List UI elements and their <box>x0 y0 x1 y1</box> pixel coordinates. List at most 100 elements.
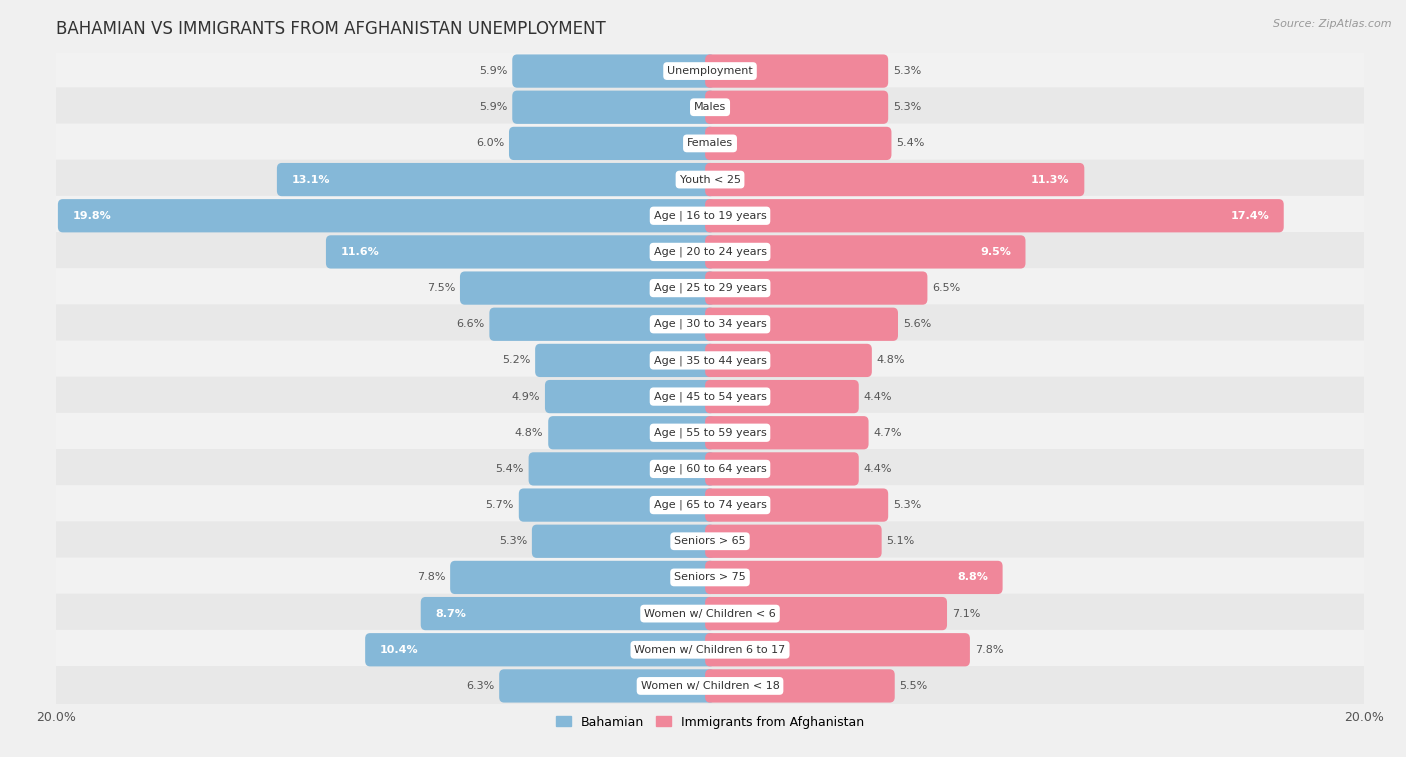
Text: 11.3%: 11.3% <box>1031 175 1070 185</box>
Text: 6.3%: 6.3% <box>465 681 495 691</box>
Text: 5.9%: 5.9% <box>479 102 508 112</box>
FancyBboxPatch shape <box>706 235 1025 269</box>
Text: 17.4%: 17.4% <box>1230 210 1270 221</box>
Text: 13.1%: 13.1% <box>291 175 330 185</box>
FancyBboxPatch shape <box>45 341 1375 380</box>
FancyBboxPatch shape <box>706 307 898 341</box>
Text: Unemployment: Unemployment <box>668 66 752 76</box>
FancyBboxPatch shape <box>519 488 714 522</box>
FancyBboxPatch shape <box>45 413 1375 453</box>
FancyBboxPatch shape <box>45 196 1375 235</box>
Text: Age | 60 to 64 years: Age | 60 to 64 years <box>654 464 766 474</box>
FancyBboxPatch shape <box>706 55 889 88</box>
FancyBboxPatch shape <box>45 232 1375 272</box>
FancyBboxPatch shape <box>546 380 714 413</box>
Text: 5.4%: 5.4% <box>897 139 925 148</box>
Text: 9.5%: 9.5% <box>980 247 1011 257</box>
FancyBboxPatch shape <box>706 380 859 413</box>
FancyBboxPatch shape <box>45 160 1375 200</box>
FancyBboxPatch shape <box>512 91 714 124</box>
FancyBboxPatch shape <box>706 199 1284 232</box>
Text: 5.5%: 5.5% <box>900 681 928 691</box>
Text: 5.4%: 5.4% <box>495 464 523 474</box>
Text: 5.3%: 5.3% <box>499 536 527 547</box>
FancyBboxPatch shape <box>706 416 869 450</box>
Text: 5.3%: 5.3% <box>893 66 921 76</box>
Text: 10.4%: 10.4% <box>380 645 419 655</box>
FancyBboxPatch shape <box>706 597 948 631</box>
FancyBboxPatch shape <box>420 597 714 631</box>
FancyBboxPatch shape <box>366 633 714 666</box>
FancyBboxPatch shape <box>450 561 714 594</box>
FancyBboxPatch shape <box>45 268 1375 308</box>
Text: Source: ZipAtlas.com: Source: ZipAtlas.com <box>1274 19 1392 29</box>
Text: Females: Females <box>688 139 733 148</box>
Text: 5.3%: 5.3% <box>893 500 921 510</box>
FancyBboxPatch shape <box>45 485 1375 525</box>
FancyBboxPatch shape <box>45 630 1375 670</box>
FancyBboxPatch shape <box>45 87 1375 127</box>
Text: Age | 65 to 74 years: Age | 65 to 74 years <box>654 500 766 510</box>
Text: Age | 20 to 24 years: Age | 20 to 24 years <box>654 247 766 257</box>
Text: 4.4%: 4.4% <box>863 391 893 401</box>
FancyBboxPatch shape <box>45 449 1375 489</box>
Text: Women w/ Children 6 to 17: Women w/ Children 6 to 17 <box>634 645 786 655</box>
FancyBboxPatch shape <box>277 163 714 196</box>
FancyBboxPatch shape <box>45 123 1375 164</box>
Text: Seniors > 65: Seniors > 65 <box>675 536 745 547</box>
FancyBboxPatch shape <box>460 272 714 305</box>
FancyBboxPatch shape <box>706 561 1002 594</box>
Text: Women w/ Children < 6: Women w/ Children < 6 <box>644 609 776 618</box>
Text: 6.5%: 6.5% <box>932 283 960 293</box>
Text: 11.6%: 11.6% <box>340 247 380 257</box>
FancyBboxPatch shape <box>706 525 882 558</box>
FancyBboxPatch shape <box>706 669 894 702</box>
FancyBboxPatch shape <box>326 235 714 269</box>
Text: 7.8%: 7.8% <box>416 572 446 582</box>
Text: 6.6%: 6.6% <box>456 319 485 329</box>
FancyBboxPatch shape <box>536 344 714 377</box>
Text: 5.1%: 5.1% <box>887 536 915 547</box>
FancyBboxPatch shape <box>45 304 1375 344</box>
FancyBboxPatch shape <box>706 344 872 377</box>
Text: Women w/ Children < 18: Women w/ Children < 18 <box>641 681 779 691</box>
Text: 5.9%: 5.9% <box>479 66 508 76</box>
Text: Age | 45 to 54 years: Age | 45 to 54 years <box>654 391 766 402</box>
FancyBboxPatch shape <box>45 666 1375 706</box>
FancyBboxPatch shape <box>706 272 928 305</box>
FancyBboxPatch shape <box>706 126 891 160</box>
FancyBboxPatch shape <box>706 163 1084 196</box>
Text: Seniors > 75: Seniors > 75 <box>673 572 747 582</box>
FancyBboxPatch shape <box>58 199 714 232</box>
FancyBboxPatch shape <box>706 633 970 666</box>
Text: 7.8%: 7.8% <box>974 645 1004 655</box>
Text: 5.3%: 5.3% <box>893 102 921 112</box>
Text: Age | 16 to 19 years: Age | 16 to 19 years <box>654 210 766 221</box>
Text: Youth < 25: Youth < 25 <box>679 175 741 185</box>
Text: 5.2%: 5.2% <box>502 356 530 366</box>
Text: BAHAMIAN VS IMMIGRANTS FROM AFGHANISTAN UNEMPLOYMENT: BAHAMIAN VS IMMIGRANTS FROM AFGHANISTAN … <box>56 20 606 38</box>
FancyBboxPatch shape <box>509 126 714 160</box>
FancyBboxPatch shape <box>45 51 1375 91</box>
FancyBboxPatch shape <box>512 55 714 88</box>
Text: Age | 35 to 44 years: Age | 35 to 44 years <box>654 355 766 366</box>
FancyBboxPatch shape <box>706 488 889 522</box>
Text: Males: Males <box>695 102 725 112</box>
Text: 7.1%: 7.1% <box>952 609 980 618</box>
Text: Age | 55 to 59 years: Age | 55 to 59 years <box>654 428 766 438</box>
FancyBboxPatch shape <box>531 525 714 558</box>
Text: Age | 25 to 29 years: Age | 25 to 29 years <box>654 283 766 293</box>
Text: 19.8%: 19.8% <box>73 210 111 221</box>
Text: 8.7%: 8.7% <box>436 609 467 618</box>
Text: 8.8%: 8.8% <box>957 572 988 582</box>
FancyBboxPatch shape <box>706 91 889 124</box>
FancyBboxPatch shape <box>45 522 1375 561</box>
Text: 4.8%: 4.8% <box>877 356 905 366</box>
Text: 5.7%: 5.7% <box>485 500 515 510</box>
Text: 7.5%: 7.5% <box>426 283 456 293</box>
FancyBboxPatch shape <box>489 307 714 341</box>
FancyBboxPatch shape <box>45 377 1375 416</box>
FancyBboxPatch shape <box>45 593 1375 634</box>
Text: 5.6%: 5.6% <box>903 319 931 329</box>
Text: 6.0%: 6.0% <box>475 139 505 148</box>
